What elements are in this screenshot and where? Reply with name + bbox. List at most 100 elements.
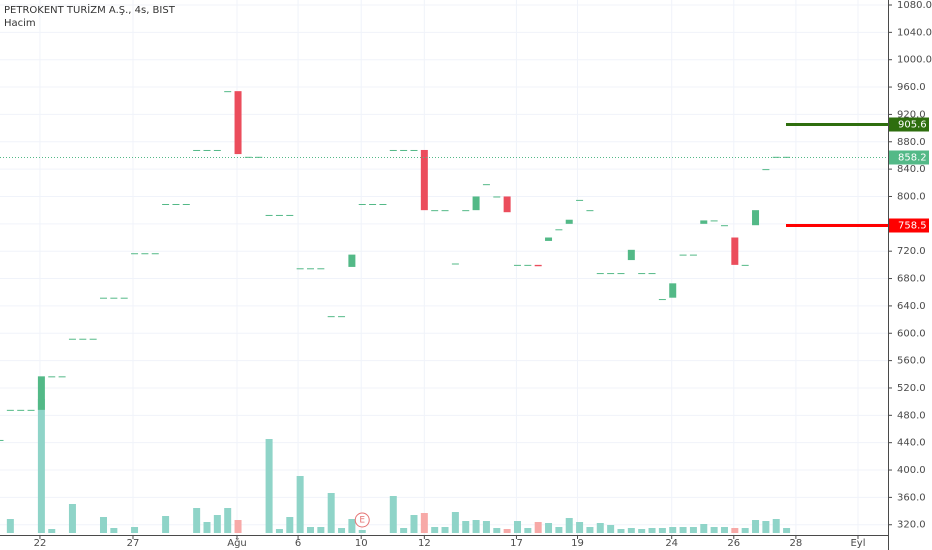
candle-body <box>89 338 97 340</box>
volume-bar <box>617 529 625 533</box>
candle-body <box>79 338 87 340</box>
volume-bar <box>586 527 594 533</box>
x-tick-label: 22 <box>34 538 47 549</box>
x-tick-label: 28 <box>790 538 803 549</box>
candle-body <box>679 254 687 256</box>
x-tick-label: 19 <box>571 538 584 549</box>
candle-body <box>638 273 646 275</box>
candle-body <box>110 297 118 299</box>
candle-body <box>151 253 159 255</box>
y-tick-label: 480.0 <box>897 410 926 421</box>
volume-bar <box>482 521 490 533</box>
candle-body <box>410 149 418 151</box>
candle-body <box>224 91 232 93</box>
candle-body <box>58 376 66 378</box>
candle-body <box>534 264 542 267</box>
candle-body <box>6 409 14 411</box>
candle-body <box>244 156 252 158</box>
y-tick-label: 520.0 <box>897 383 926 394</box>
y-tick-label: 800.0 <box>897 191 926 202</box>
volume-bar <box>555 527 563 533</box>
volume-bar <box>524 528 532 533</box>
candle-body <box>658 299 666 301</box>
volume-bar <box>410 515 418 533</box>
event-marker-label: E <box>359 516 365 526</box>
y-tick-label: 840.0 <box>897 164 926 175</box>
candle-body <box>503 196 511 213</box>
candle-body <box>524 264 532 266</box>
volume-bar <box>6 519 14 533</box>
volume-bar <box>783 528 791 533</box>
volume-bar <box>503 529 511 533</box>
volume-bar <box>638 529 646 533</box>
y-tick-label: 600.0 <box>897 328 926 339</box>
candle-body <box>741 264 749 266</box>
candle-body <box>451 263 459 265</box>
candle-body <box>193 149 201 151</box>
volume-bar <box>99 517 107 533</box>
candle-body <box>379 204 387 206</box>
price-label: 858.2 <box>898 153 927 164</box>
volume-bar <box>286 517 294 533</box>
candle-body <box>286 214 294 216</box>
event-marker <box>354 512 370 528</box>
candle-body <box>348 254 356 267</box>
y-tick-label: 920.0 <box>897 109 926 120</box>
volume-bar <box>700 524 708 533</box>
x-tick-label: 26 <box>727 538 740 549</box>
volume-bar <box>37 399 45 533</box>
candle-body <box>772 156 780 158</box>
volume-bar <box>317 527 325 533</box>
volume-bar <box>110 528 118 533</box>
volume-bar <box>679 527 687 533</box>
candle-body <box>234 91 242 155</box>
y-tick-label: 440.0 <box>897 438 926 449</box>
x-tick-label: 10 <box>355 538 368 549</box>
volume-bar <box>472 520 480 533</box>
volume-bar <box>772 519 780 533</box>
candle-body <box>296 268 304 270</box>
price-pane <box>0 91 888 441</box>
candle-body <box>48 376 56 378</box>
candle-body <box>462 210 470 212</box>
volume-bar <box>203 522 211 533</box>
candle-body <box>203 149 211 151</box>
candle-body <box>689 254 697 256</box>
volume-bar <box>596 523 604 533</box>
candle-body <box>358 204 366 206</box>
price-label: 905.6 <box>898 120 927 131</box>
volume-bar <box>48 529 56 533</box>
candle-body <box>182 204 190 206</box>
candle-body <box>545 237 553 241</box>
x-tick-label: Ağu <box>227 537 247 549</box>
candle-body <box>493 196 501 198</box>
candle-body <box>420 149 428 211</box>
candle-body <box>472 196 480 211</box>
volume-bar <box>420 513 428 533</box>
candle-body <box>275 214 283 216</box>
volume-bar <box>431 527 439 533</box>
volume-bar <box>358 530 366 533</box>
y-tick-label: 400.0 <box>897 465 926 476</box>
candle-body <box>431 210 439 212</box>
volume-bar <box>576 522 584 533</box>
x-tick-label: 17 <box>510 538 523 549</box>
y-tick-label: 320.0 <box>897 520 926 531</box>
candle-body <box>710 220 718 222</box>
volume-bar <box>545 523 553 533</box>
volume-bar <box>265 439 273 533</box>
candle-body <box>141 253 149 255</box>
candle-body <box>369 204 377 206</box>
volume-bar <box>296 476 304 533</box>
candle-body <box>213 149 221 151</box>
volume-bar <box>762 521 770 533</box>
volume-bar <box>193 508 201 533</box>
x-tick-label: 12 <box>418 538 431 549</box>
volume-bar <box>689 527 697 533</box>
volume-bar <box>441 527 449 533</box>
candle-body <box>648 273 656 275</box>
volume-bar <box>348 519 356 533</box>
volume-bar <box>741 528 749 533</box>
